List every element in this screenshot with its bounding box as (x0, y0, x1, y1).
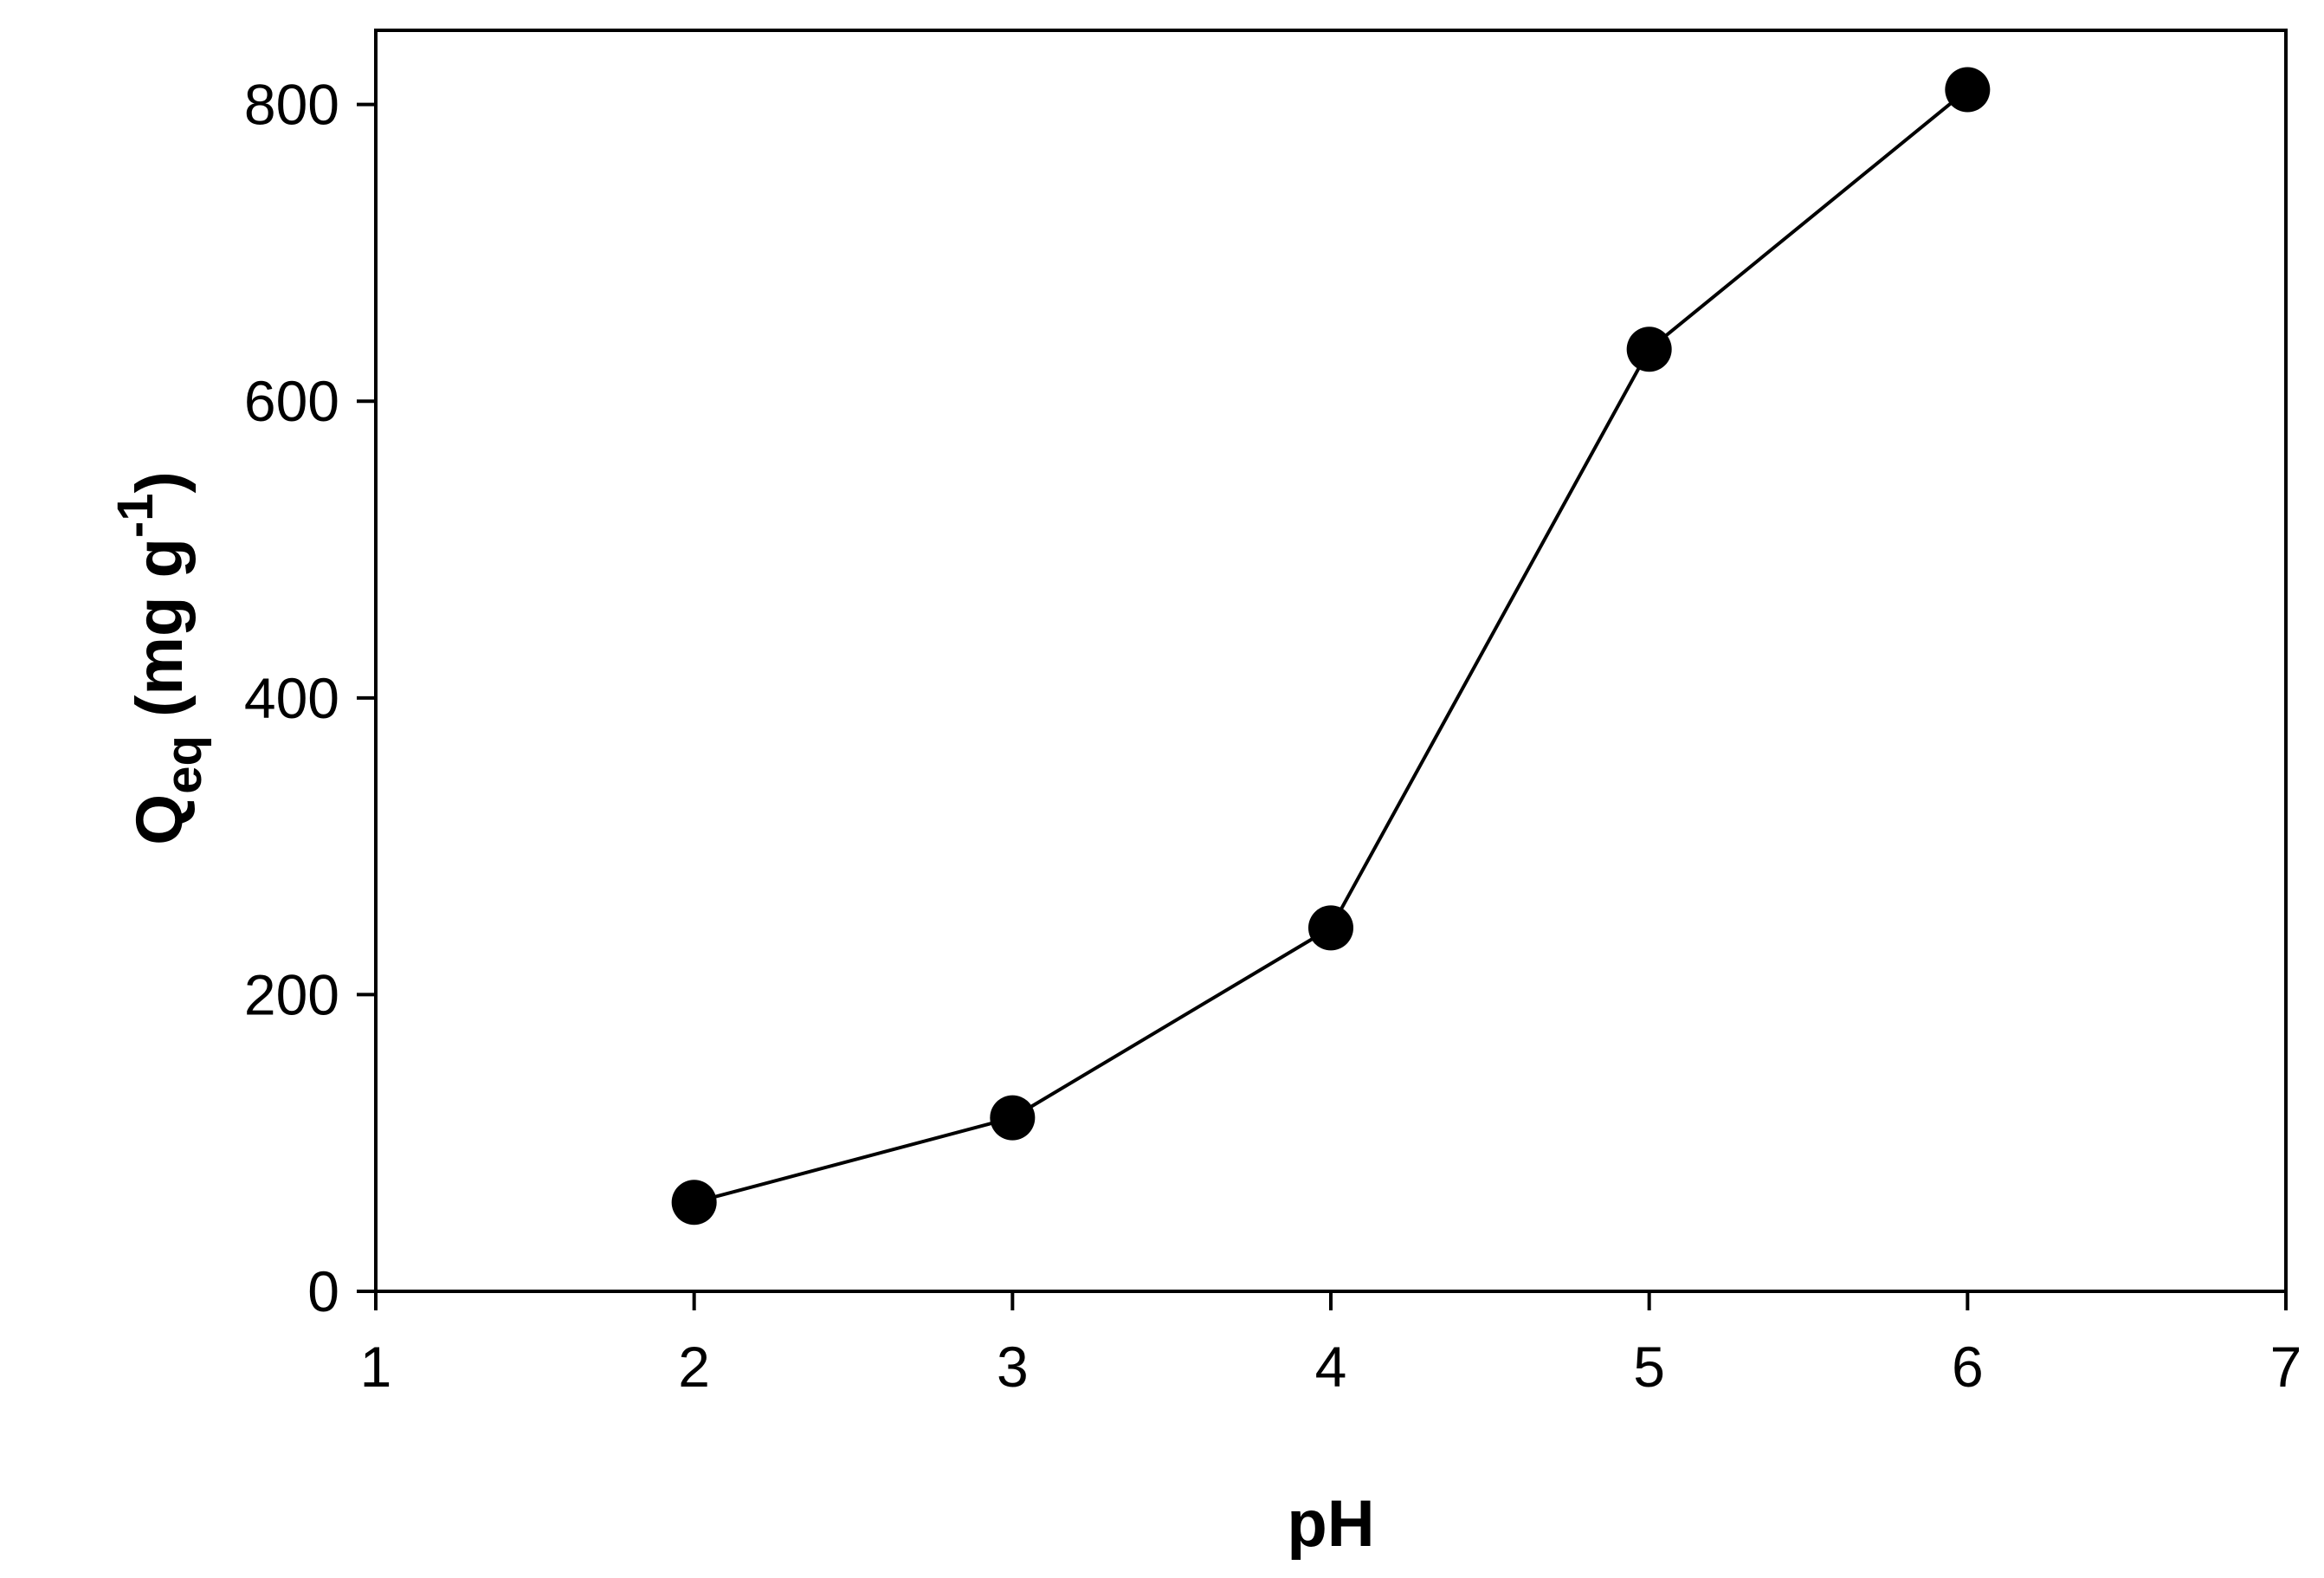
y-tick-label: 200 (244, 962, 339, 1026)
y-tick-label: 600 (244, 369, 339, 433)
y-axis-title-unit-close: ) (123, 471, 197, 493)
x-tick-label: 2 (678, 1335, 710, 1399)
data-point (1945, 67, 1991, 113)
x-tick-label: 3 (997, 1335, 1029, 1399)
data-point (1308, 905, 1353, 951)
y-axis-title-main: Q (123, 794, 197, 845)
series-line (694, 87, 1969, 1205)
y-axis-title-superscript: -1 (107, 493, 164, 538)
data-point (990, 1095, 1036, 1141)
x-tick-label: 4 (1315, 1335, 1347, 1399)
y-axis-title-subscript: eq (156, 735, 212, 794)
series-layer (671, 67, 1991, 1226)
data-point (1626, 327, 1672, 372)
x-tick-label: 5 (1633, 1335, 1665, 1399)
x-tick-label: 1 (360, 1335, 392, 1399)
y-axis-title: Qeq (mg g-1) (107, 471, 212, 845)
x-tick-label: 6 (1952, 1335, 1984, 1399)
x-axis-title: pH (1287, 1487, 1374, 1561)
x-axis-ticks: 1 2 3 4 5 6 7 (360, 1291, 2302, 1399)
y-axis-title-unit-open: (mg g (123, 538, 197, 735)
y-tick-label: 0 (307, 1259, 339, 1323)
y-tick-label: 800 (244, 73, 339, 137)
x-tick-label: 7 (2270, 1335, 2302, 1399)
y-tick-label: 400 (244, 666, 339, 730)
plot-frame (374, 29, 2288, 1293)
y-axis-ticks: 0 200 400 600 800 (244, 73, 376, 1323)
data-point (671, 1180, 717, 1226)
